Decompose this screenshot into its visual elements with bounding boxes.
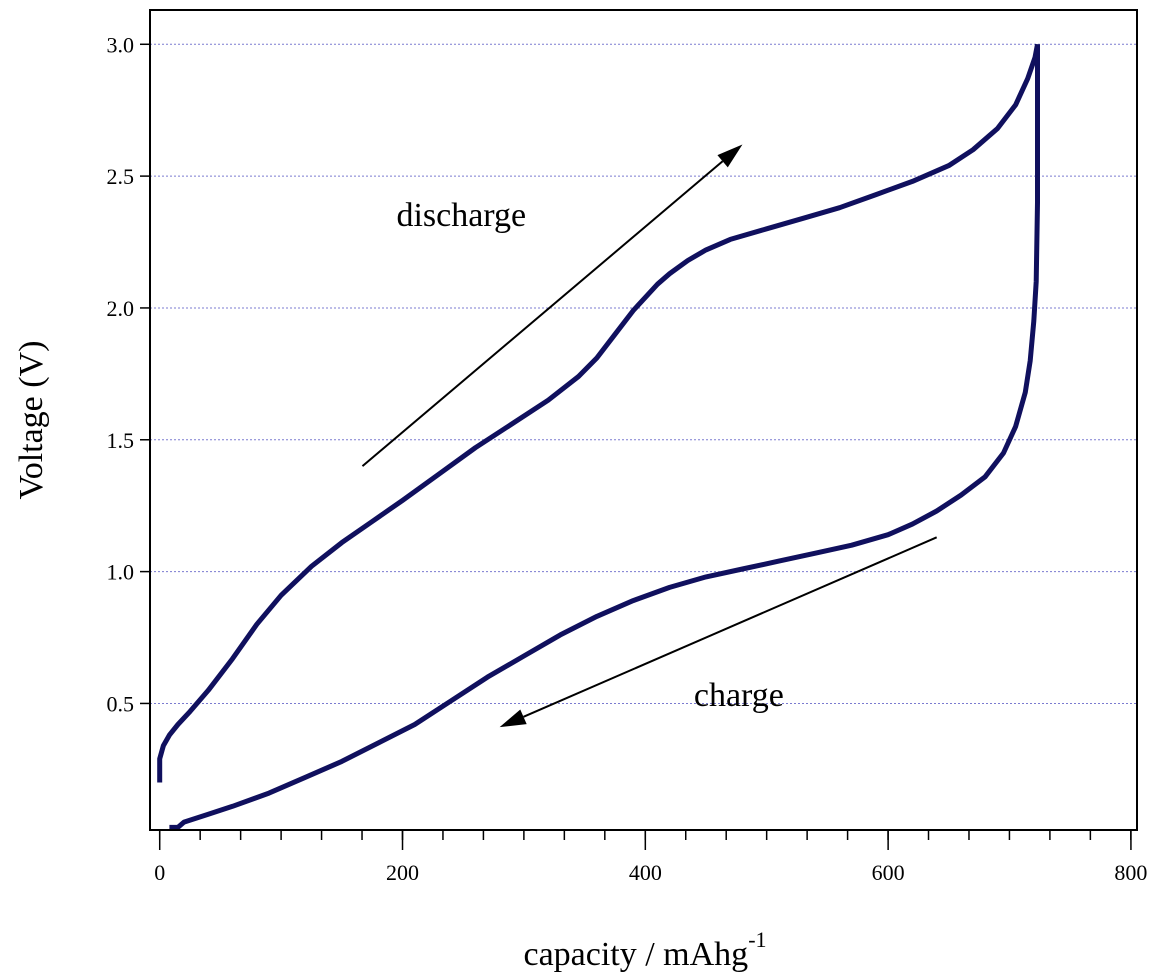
x-axis-title-main: capacity / mAhg: [523, 936, 748, 973]
x-tick-label: 400: [629, 860, 662, 885]
arrow-head: [717, 144, 743, 168]
y-tick-label: 2.0: [107, 296, 135, 321]
x-tick-label: 800: [1114, 860, 1147, 885]
annotations: discharge charge: [396, 197, 783, 714]
x-axis-title-superscript: -1: [748, 927, 766, 952]
data-lines: [157, 43, 1040, 830]
y-tick-label: 0.5: [107, 691, 135, 716]
grid-lines: [150, 43, 1137, 704]
x-axis: 0 200 400 600 800: [154, 830, 1147, 885]
direction-arrows: [361, 144, 938, 728]
plot-frame: [149, 9, 1138, 831]
x-axis-title: capacity / mAhg-1: [523, 927, 766, 973]
annotation-discharge: discharge: [396, 197, 526, 234]
y-axis: 0.5 1.0 1.5 2.0 2.5 3.0: [107, 32, 150, 716]
y-tick-label: 2.5: [107, 164, 135, 189]
y-tick-label: 1.5: [107, 428, 135, 453]
x-tick-label: 0: [154, 860, 165, 885]
x-tick-label: 200: [386, 860, 419, 885]
arrow-head: [499, 709, 527, 728]
arrow-shaft: [523, 536, 938, 718]
y-tick-label: 3.0: [107, 32, 135, 57]
y-tick-label: 1.0: [107, 560, 135, 585]
series-line: [169, 44, 1040, 830]
x-tick-label: 600: [872, 860, 905, 885]
annotation-charge: charge: [694, 677, 784, 714]
y-axis-title: Voltage (V): [13, 341, 50, 500]
arrow-shaft: [361, 160, 724, 467]
series-line: [157, 43, 1040, 783]
